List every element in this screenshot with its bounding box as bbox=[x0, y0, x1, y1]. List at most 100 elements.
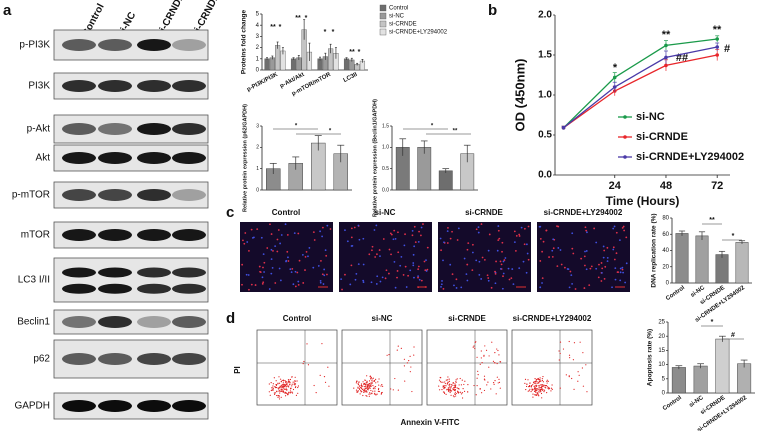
cell bbox=[417, 275, 420, 278]
cell bbox=[254, 284, 257, 286]
significance: * bbox=[431, 124, 434, 130]
cell bbox=[263, 261, 266, 264]
event bbox=[272, 388, 274, 390]
y-tick-label: 0.5 bbox=[382, 166, 389, 172]
event bbox=[388, 354, 390, 356]
y-axis-label: Apoptosis rate (%) bbox=[647, 329, 654, 386]
cell bbox=[580, 257, 583, 260]
event bbox=[559, 341, 562, 343]
cell bbox=[513, 241, 516, 244]
event bbox=[577, 371, 579, 373]
event bbox=[539, 377, 541, 379]
cell bbox=[261, 282, 264, 285]
cell bbox=[297, 283, 300, 286]
cell bbox=[350, 236, 353, 239]
cell bbox=[260, 236, 263, 239]
cell bbox=[270, 272, 273, 275]
cell bbox=[389, 232, 392, 235]
cell bbox=[551, 255, 554, 258]
bar bbox=[735, 242, 749, 284]
event bbox=[524, 382, 526, 384]
cell bbox=[376, 253, 378, 256]
blot-band bbox=[137, 229, 171, 241]
event bbox=[463, 383, 465, 386]
event bbox=[362, 381, 364, 383]
event bbox=[282, 389, 284, 391]
image-label: si-NC bbox=[375, 208, 396, 217]
event bbox=[456, 387, 458, 389]
event bbox=[392, 389, 394, 391]
event bbox=[363, 389, 365, 392]
event bbox=[485, 349, 488, 351]
cell bbox=[392, 238, 395, 241]
cell bbox=[272, 249, 274, 252]
cell bbox=[420, 234, 422, 237]
point bbox=[664, 55, 668, 60]
x-tick-label: 72 bbox=[711, 180, 723, 192]
cell bbox=[322, 283, 325, 285]
cell bbox=[619, 271, 622, 274]
image-label: si-CRNDE+LY294002 bbox=[544, 208, 623, 217]
event bbox=[291, 391, 293, 393]
cell bbox=[357, 224, 360, 227]
event bbox=[498, 354, 500, 356]
event bbox=[480, 357, 482, 359]
event bbox=[272, 385, 274, 387]
event bbox=[355, 389, 358, 391]
event bbox=[532, 393, 534, 395]
cell bbox=[417, 276, 419, 279]
cell bbox=[539, 238, 542, 240]
event bbox=[282, 390, 284, 392]
event bbox=[454, 383, 456, 385]
event bbox=[367, 383, 369, 385]
cell bbox=[559, 249, 562, 251]
event bbox=[279, 378, 282, 380]
cell bbox=[522, 260, 525, 263]
event bbox=[539, 384, 541, 386]
event bbox=[491, 341, 493, 343]
event bbox=[371, 378, 373, 380]
cell bbox=[625, 262, 628, 265]
event bbox=[272, 389, 274, 391]
significance: * bbox=[324, 29, 327, 36]
event bbox=[535, 391, 537, 393]
event bbox=[458, 391, 460, 393]
flow-frame bbox=[511, 329, 593, 406]
event bbox=[568, 375, 570, 377]
event bbox=[538, 379, 540, 381]
event bbox=[537, 388, 539, 390]
event bbox=[371, 382, 374, 384]
cell bbox=[439, 237, 442, 240]
y-tick-label: 0.0 bbox=[538, 170, 552, 181]
line bbox=[563, 38, 718, 129]
event bbox=[270, 382, 272, 384]
significance: ** bbox=[713, 24, 722, 36]
cell bbox=[585, 250, 588, 252]
event bbox=[441, 388, 443, 391]
event bbox=[287, 381, 289, 384]
cell bbox=[319, 281, 322, 284]
event bbox=[288, 379, 290, 381]
event bbox=[368, 395, 370, 397]
event bbox=[458, 384, 460, 386]
event bbox=[538, 382, 540, 384]
legend-marker bbox=[623, 115, 627, 119]
event bbox=[577, 380, 579, 382]
event bbox=[483, 389, 486, 392]
event bbox=[579, 341, 581, 343]
event bbox=[390, 388, 392, 390]
y-tick-label: 5 bbox=[662, 376, 666, 382]
line bbox=[563, 46, 718, 129]
cell bbox=[362, 237, 365, 240]
cell bbox=[248, 249, 250, 252]
event bbox=[368, 384, 370, 386]
event bbox=[287, 393, 289, 395]
event bbox=[366, 380, 368, 382]
blot-band bbox=[172, 353, 206, 365]
event bbox=[371, 380, 373, 382]
bar bbox=[675, 233, 689, 284]
event bbox=[534, 394, 536, 396]
cell bbox=[619, 267, 622, 270]
cell bbox=[443, 241, 445, 244]
